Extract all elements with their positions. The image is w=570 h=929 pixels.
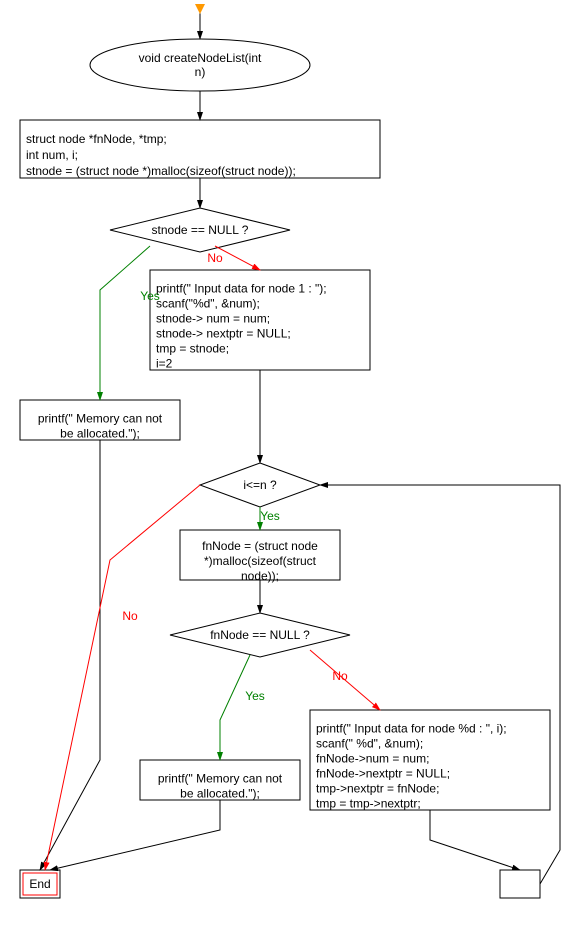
edge-12 xyxy=(50,800,220,870)
node-text-line: tmp->nextptr = fnNode; xyxy=(316,782,439,796)
edge-label-no: No xyxy=(122,609,138,623)
node-text-line: printf(" Memory can not xyxy=(38,412,163,426)
node-text-line: i=2 xyxy=(156,357,173,371)
edge-label-yes: Yes xyxy=(245,689,265,703)
node-text-line: fnNode->nextptr = NULL; xyxy=(316,767,450,781)
edge-5 xyxy=(40,440,100,870)
node-text-line: be allocated."); xyxy=(180,787,260,801)
edge-14 xyxy=(320,485,560,884)
node-text-line: fnNode = (struct node xyxy=(202,539,318,553)
node-text-line: stnode-> nextptr = NULL; xyxy=(156,327,291,341)
edge-10 xyxy=(220,655,250,760)
edge-label-no: No xyxy=(332,669,348,683)
node-text-line: tmp = tmp->nextptr; xyxy=(316,797,421,811)
node-text-line: printf(" Input data for node 1 : "); xyxy=(156,282,327,296)
node-text-line: printf(" Memory can not xyxy=(158,772,283,786)
edge-label-yes: Yes xyxy=(140,289,160,303)
node-text-line: stnode-> num = num; xyxy=(156,312,270,326)
edge-label-no: No xyxy=(207,251,223,265)
node-text-line: tmp = stnode; xyxy=(156,342,229,356)
node-text-line: be allocated."); xyxy=(60,427,140,441)
node-text-line: fnNode->num = num; xyxy=(316,752,429,766)
node-text-line: printf(" Input data for node %d : ", i); xyxy=(316,722,507,736)
node-text-line: End xyxy=(29,877,50,891)
node-text-line: int num, i; xyxy=(26,148,78,162)
node-text-line: i++ xyxy=(512,0,529,3)
node-text-line: struct node *fnNode, *tmp; xyxy=(26,132,167,146)
node-text-line: fnNode == NULL ? xyxy=(210,628,310,642)
node-text-line: i<=n ? xyxy=(243,478,277,492)
node-text-line: n) xyxy=(195,65,206,79)
node-text-line: scanf(" %d", &num); xyxy=(316,737,423,751)
flowchart-canvas: void createNodeList(intn) struct node *fn… xyxy=(0,0,570,929)
edge-label-yes: Yes xyxy=(260,509,280,523)
node-text-line: void createNodeList(int xyxy=(139,51,262,65)
edge-3 xyxy=(100,246,150,400)
edge-13 xyxy=(430,810,520,870)
node-text-line: stnode == NULL ? xyxy=(152,223,249,237)
node-incr xyxy=(500,870,540,898)
node-text-line: scanf("%d", &num); xyxy=(156,297,260,311)
node-text-line: stnode = (struct node *)malloc(sizeof(st… xyxy=(26,164,296,178)
node-text-line: *)malloc(sizeof(struct xyxy=(204,554,317,568)
edge-8 xyxy=(45,485,200,870)
